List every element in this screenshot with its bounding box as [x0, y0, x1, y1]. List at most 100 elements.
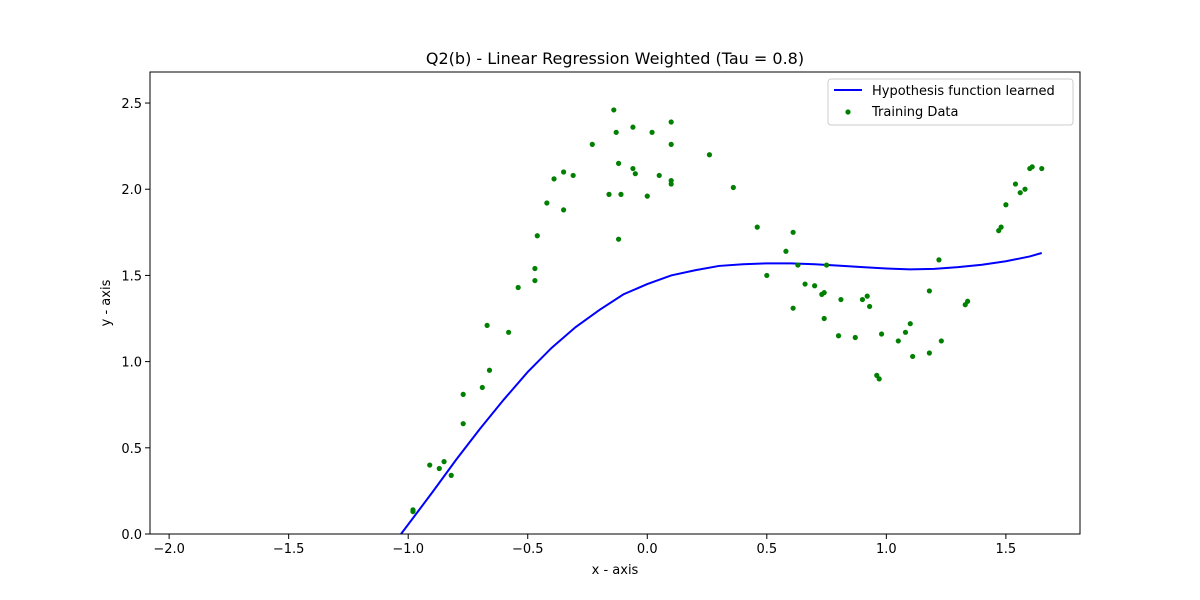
training-data-point — [795, 262, 801, 268]
training-data-point — [790, 229, 796, 235]
y-tick-label: 1.5 — [121, 269, 142, 284]
training-data-point — [864, 293, 870, 299]
training-data-point — [812, 283, 818, 289]
x-tick-label: 1.0 — [876, 542, 897, 557]
training-data-point — [630, 124, 636, 130]
training-data-point — [570, 172, 576, 179]
training-data-point — [460, 421, 466, 427]
training-data-point — [618, 191, 624, 197]
legend-label-hypothesis: Hypothesis function learned — [872, 84, 1055, 99]
training-data-point — [649, 129, 655, 135]
training-data-point — [668, 119, 674, 125]
x-axis-ticks: −2.0 −1.5 −1.0 −0.5 0.0 0.5 1.0 1.5 — [153, 534, 1016, 557]
legend-label-training: Training Data — [871, 105, 958, 120]
training-data-point — [460, 391, 466, 397]
training-data-point — [668, 141, 674, 147]
training-data-point — [965, 298, 971, 304]
training-data-point — [764, 272, 770, 279]
training-data-point — [802, 281, 808, 287]
training-data-point — [589, 141, 595, 147]
training-data-point — [859, 296, 866, 303]
training-data-point — [1029, 164, 1035, 170]
training-data-point — [902, 329, 909, 335]
y-tick-label: 0.5 — [121, 442, 142, 457]
legend-point-swatch — [845, 109, 851, 115]
training-data-point — [823, 262, 830, 268]
training-data-point — [1003, 202, 1009, 208]
training-data-point — [878, 331, 885, 337]
x-tick-label: −0.5 — [512, 542, 544, 557]
training-data-point — [867, 303, 873, 310]
training-data-point — [532, 265, 538, 272]
training-data-point — [561, 169, 567, 175]
training-data-point — [895, 338, 901, 344]
training-data-point — [506, 329, 512, 335]
training-data-point — [1022, 186, 1028, 192]
training-data-point — [783, 248, 789, 254]
legend-box — [827, 78, 1074, 126]
training-data-point — [534, 233, 540, 239]
training-data-point — [484, 322, 490, 329]
training-data-point — [448, 472, 454, 478]
training-data-point — [1017, 190, 1023, 196]
training-data-point — [730, 184, 736, 191]
training-data-point — [936, 257, 942, 263]
hypothesis-line — [400, 252, 1043, 534]
plot-area — [400, 107, 1045, 534]
training-data-point — [910, 353, 916, 360]
x-axis-label: x - axis — [592, 563, 639, 578]
training-data-point — [998, 224, 1004, 230]
training-data-point — [615, 236, 622, 242]
training-data-point — [632, 171, 638, 177]
x-tick-label: −2.0 — [153, 542, 185, 557]
training-data-point — [427, 462, 433, 468]
training-data-point — [938, 338, 944, 344]
training-data-point — [613, 129, 619, 135]
training-data-point — [644, 193, 650, 199]
training-data-point — [410, 507, 416, 513]
y-axis-ticks: 0.0 0.5 1.0 1.5 2.0 2.5 — [121, 97, 150, 543]
training-data-point — [630, 165, 636, 172]
training-data-point — [1039, 165, 1045, 172]
training-data-point — [754, 224, 760, 230]
x-tick-label: 0.0 — [637, 542, 658, 557]
training-data-point — [838, 296, 844, 303]
axes-frame — [149, 71, 1081, 535]
training-data-point — [479, 384, 485, 391]
x-tick-label: −1.0 — [392, 542, 424, 557]
y-tick-label: 2.0 — [121, 183, 142, 198]
x-tick-label: −1.5 — [273, 542, 305, 557]
training-data-point — [615, 160, 622, 166]
training-data-point — [561, 207, 567, 213]
training-data-point — [852, 334, 858, 341]
training-data-point — [611, 107, 617, 113]
chart-title: Q2(b) - Linear Regression Weighted (Tau … — [426, 49, 804, 68]
training-data-point — [606, 191, 612, 197]
training-data-point — [532, 277, 538, 284]
y-tick-label: 0.0 — [121, 528, 142, 543]
training-data-point — [656, 172, 662, 179]
x-tick-label: 0.5 — [756, 542, 777, 557]
training-data-point — [821, 315, 827, 322]
y-tick-label: 2.5 — [121, 97, 142, 112]
training-data-point — [907, 321, 913, 327]
training-data-point — [544, 200, 550, 206]
y-tick-label: 1.0 — [121, 356, 142, 371]
training-data-point — [706, 152, 713, 158]
training-data-point — [436, 465, 442, 472]
training-data-point — [486, 367, 493, 373]
training-data-point — [926, 350, 932, 356]
training-data-point — [1012, 181, 1019, 187]
training-data-point — [515, 284, 521, 291]
training-data-point — [876, 376, 882, 382]
training-data-point — [790, 305, 796, 311]
x-tick-label: 1.5 — [996, 542, 1017, 557]
training-data-point — [551, 176, 557, 182]
legend: Hypothesis function learned Training Dat… — [827, 78, 1074, 126]
training-data-point — [835, 333, 842, 339]
training-data-point — [668, 181, 674, 187]
training-data-point — [926, 288, 932, 294]
training-data-point — [441, 459, 447, 465]
y-axis-label: y - axis — [99, 279, 114, 326]
